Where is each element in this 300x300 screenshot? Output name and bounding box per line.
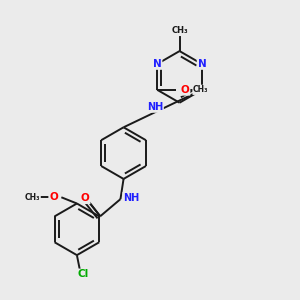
Text: CH₃: CH₃ <box>193 85 208 94</box>
Text: N: N <box>153 59 162 69</box>
Text: NH: NH <box>147 102 163 112</box>
Text: O: O <box>81 193 90 203</box>
Text: O: O <box>49 192 58 202</box>
Text: O: O <box>181 85 190 95</box>
Text: N: N <box>197 59 206 69</box>
Text: CH₃: CH₃ <box>25 193 40 202</box>
Text: NH: NH <box>123 193 140 202</box>
Text: Cl: Cl <box>77 269 89 279</box>
Text: CH₃: CH₃ <box>171 26 188 35</box>
